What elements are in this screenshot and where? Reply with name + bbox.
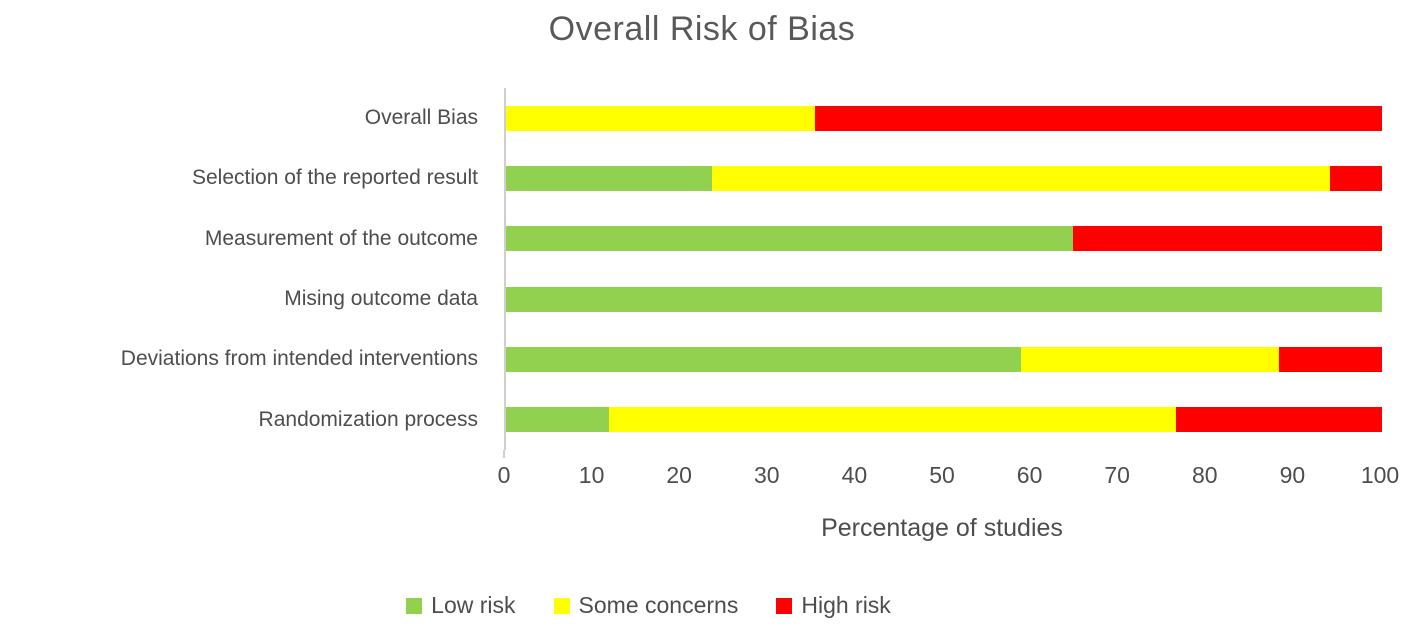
- x-tick-0: 0: [497, 462, 511, 488]
- category-label-overall-bias: Overall Bias: [364, 106, 478, 130]
- bar-row-mising-outcome-data: [506, 269, 1382, 329]
- x-tick-40: 40: [841, 462, 868, 488]
- bar-row-measurement-of-the-outcome: [506, 209, 1382, 269]
- category-labels: Overall Bias Selection of the reported re…: [0, 88, 478, 450]
- bar-row-deviations-from-intended-interventions: [506, 329, 1382, 389]
- bar-segment-high-risk: [1330, 165, 1382, 191]
- category-label-selection-of-the-reported-result: Selection of the reported result: [191, 166, 478, 190]
- x-tick-10: 10: [578, 462, 605, 488]
- bar-track: [506, 346, 1382, 372]
- x-axis-label: Percentage of studies: [821, 514, 1063, 542]
- bar-segment-some-concerns: [609, 407, 1177, 433]
- legend-swatch-high-risk: [776, 597, 793, 614]
- bar-segment-some-concerns: [711, 165, 1331, 191]
- bar-track: [506, 226, 1382, 252]
- bar-row-selection-of-the-reported-result: [506, 148, 1382, 208]
- legend-item-low-risk: Low risk: [406, 592, 516, 619]
- x-tick-60: 60: [1016, 462, 1043, 488]
- x-tick-70: 70: [1104, 462, 1130, 488]
- legend-item-some-concerns: Some concerns: [553, 592, 739, 619]
- bar-segment-high-risk: [1072, 226, 1382, 252]
- bar-segment-low-risk: [506, 165, 712, 191]
- bar-segment-low-risk: [506, 226, 1073, 252]
- bar-segment-low-risk: [506, 407, 610, 433]
- legend-swatch-some-concerns: [553, 597, 570, 614]
- bar-track: [506, 286, 1382, 312]
- bar-track: [506, 105, 1382, 131]
- legend-item-high-risk: High risk: [776, 592, 891, 619]
- x-tick-50: 50: [929, 462, 955, 488]
- plot-area: [504, 88, 1382, 450]
- bar-segment-low-risk: [506, 286, 1382, 312]
- x-tick-100: 100: [1360, 462, 1400, 488]
- category-label-mising-outcome-data: Mising outcome data: [284, 287, 478, 311]
- legend-label-low-risk: Low risk: [431, 592, 516, 618]
- x-tick-20: 20: [666, 462, 692, 488]
- bar-segment-high-risk: [1176, 407, 1382, 433]
- bar-track: [506, 407, 1382, 433]
- category-label-deviations-from-intended-interventions: Deviations from intended interventions: [120, 347, 478, 371]
- x-tick-30: 30: [754, 462, 780, 488]
- x-axis-zero-tick: [503, 450, 505, 458]
- bar-segment-high-risk: [1278, 346, 1382, 372]
- bar-segment-low-risk: [506, 346, 1022, 372]
- bar-segment-high-risk: [815, 105, 1382, 131]
- chart-title: Overall Risk of Bias: [548, 10, 856, 48]
- bar-row-randomization-process: [506, 390, 1382, 450]
- legend-label-high-risk: High risk: [801, 592, 891, 618]
- x-tick-90: 90: [1279, 462, 1306, 488]
- bar-track: [506, 165, 1382, 191]
- x-tick-80: 80: [1192, 462, 1218, 488]
- legend-label-some-concerns: Some concerns: [578, 592, 739, 618]
- bar-segment-some-concerns: [1021, 346, 1279, 372]
- chart-legend: Low risk Some concerns High risk: [0, 592, 1417, 619]
- legend-swatch-low-risk: [406, 597, 423, 614]
- category-label-randomization-process: Randomization process: [258, 407, 478, 431]
- bar-segment-some-concerns: [506, 105, 816, 131]
- bar-row-overall-bias: [506, 88, 1382, 148]
- x-axis-ticks: 0 10 20 30 40 50 60 70 80 90 100: [498, 462, 1400, 490]
- category-label-measurement-of-the-outcome: Measurement of the outcome: [204, 226, 478, 250]
